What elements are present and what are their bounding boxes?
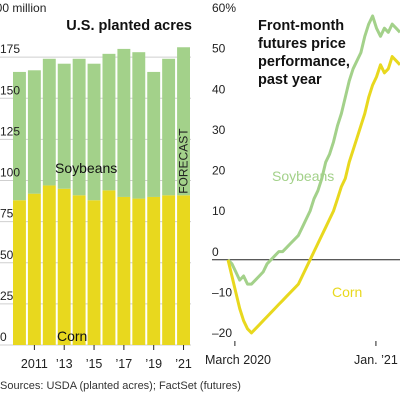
bar-x-tick-labels: 2011 ’13 ’15 ’17 ’19 ’21: [21, 345, 192, 371]
line-y-tick-label: 30: [212, 123, 226, 137]
source-note: Sources: USDA (planted acres); FactSet (…: [0, 380, 241, 392]
line-y-tick-label: 60%: [212, 1, 236, 15]
bar-corn-2010: [13, 200, 26, 345]
bar-y-tick-label: 175: [0, 42, 20, 56]
bar-soybeans-2013: [57, 63, 71, 189]
bar-y-tick-label: 125: [0, 124, 20, 138]
soybeans-line-label: Soybeans: [272, 168, 334, 184]
bar-y-tick-label: 150: [0, 83, 20, 97]
line-soybeans: [226, 14, 400, 286]
line-x-tick-label: Jan. ’21: [354, 353, 398, 367]
line-y-tick-label: –10: [212, 285, 232, 299]
bar-corn-2013: [57, 188, 71, 345]
bar-corn-2017: [117, 196, 131, 345]
line-y-tick-label: 10: [212, 204, 226, 218]
bar-soybeans-2020: [162, 58, 176, 196]
bar-y-tick-label: 0: [0, 330, 7, 344]
corn-series-label: Corn: [57, 328, 87, 344]
bar-y-tick-label: 50: [0, 248, 14, 262]
bar-x-tick-label: 2011: [21, 357, 48, 371]
bar-corn-2021: [177, 195, 190, 345]
bar-y-tick-label: 100: [0, 166, 20, 180]
bar-chart-title: U.S. planted acres: [66, 18, 192, 34]
bars: [13, 47, 190, 345]
bar-corn-2012: [42, 185, 56, 345]
bar-soybeans-2012: [42, 58, 56, 186]
bar-corn-2019: [147, 196, 161, 345]
line-chart-title-line-2: futures price: [258, 36, 346, 52]
bar-corn-2014: [72, 195, 86, 345]
bar-x-tick-label: ’19: [145, 357, 162, 371]
bar-x-tick-label: ’17: [116, 357, 133, 371]
corn-line-label: Corn: [332, 284, 362, 300]
bar-corn-2011: [27, 193, 41, 345]
bar-corn-2015: [87, 200, 101, 345]
bar-soybeans-2011: [27, 70, 41, 194]
bar-x-tick-label: ’21: [175, 357, 192, 371]
line-corn: [226, 55, 400, 335]
bar-x-tick-label: ’13: [56, 357, 73, 371]
bar-y-tick-label: 75: [0, 207, 14, 221]
planted-acres-bar-chart: 200 million 175 150 125 100 75 50 25 0 2011 ’13 ’1…: [0, 1, 192, 371]
bar-soybeans-2017: [117, 48, 131, 197]
line-chart-title-line-3: performance,: [258, 54, 350, 70]
bar-soybeans-2015: [87, 63, 101, 201]
soybeans-series-label: Soybeans: [55, 160, 117, 176]
bar-soybeans-2019: [147, 71, 161, 197]
line-y-tick-labels: 60% 50 40 30 20 10 0 –10 –20: [212, 1, 236, 340]
line-y-tick-label: –20: [212, 326, 232, 340]
line-y-tick-label: 20: [212, 164, 226, 178]
bar-corn-2020: [162, 195, 176, 345]
line-chart-title-line-4: past year: [258, 72, 322, 88]
bar-y-tick-label: 200 million: [0, 1, 46, 15]
bar-soybeans-2021: [177, 47, 190, 196]
bar-corn-2018: [132, 198, 146, 345]
line-y-tick-label: 40: [212, 82, 226, 96]
forecast-annotation: FORECAST: [177, 128, 191, 194]
bar-soybeans-2018: [132, 52, 146, 199]
bar-soybeans-2010: [13, 71, 26, 201]
line-x-tick-label: March 2020: [205, 353, 271, 367]
bar-soybeans-2016: [102, 53, 116, 191]
line-chart-title-line-1: Front-month: [258, 18, 344, 34]
bar-y-tick-label: 25: [0, 289, 14, 303]
line-y-tick-label: 50: [212, 42, 226, 56]
bar-corn-2016: [102, 190, 116, 345]
bar-x-tick-label: ’15: [86, 357, 103, 371]
line-y-tick-label: 0: [212, 245, 219, 259]
series-lines: [226, 14, 400, 335]
bar-y-tick-labels: 200 million 175 150 125 100 75 50 25 0: [0, 1, 46, 344]
bar-soybeans-2014: [72, 58, 86, 196]
line-x-tick-labels: March 2020 Jan. ’21: [205, 341, 398, 367]
